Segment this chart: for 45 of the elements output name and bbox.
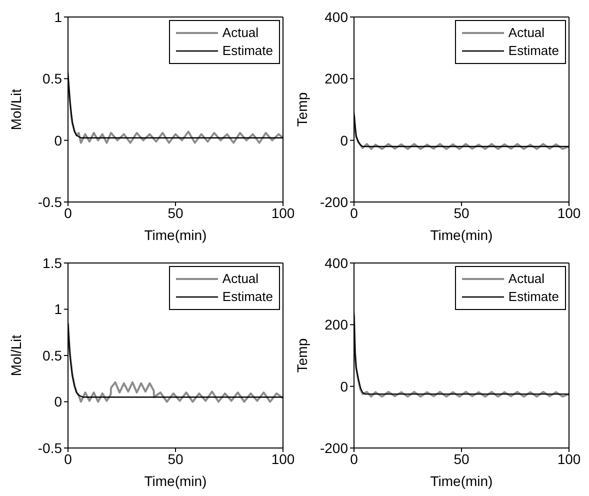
x-tick-label: 50	[454, 204, 470, 221]
x-tick-label: 50	[454, 450, 470, 467]
x-axis-title: Time(min)	[144, 473, 207, 489]
x-tick-label: 100	[557, 450, 581, 467]
y-tick-label: 400	[324, 254, 348, 271]
x-tick-label: 0	[350, 204, 358, 221]
y-tick-label: 400	[324, 8, 348, 25]
y-tick-label: 200	[324, 70, 348, 87]
y-tick-label: -0.5	[38, 194, 62, 210]
y-tick-label: 0.5	[42, 347, 62, 364]
x-axis-title: Time(min)	[430, 473, 493, 489]
y-tick-label: -0.5	[38, 440, 62, 456]
x-tick-label: 50	[168, 204, 184, 221]
x-tick-label: 100	[271, 204, 295, 221]
x-tick-label: 100	[557, 204, 581, 221]
legend-label: Actual	[222, 270, 259, 288]
y-tick-label: 1.5	[42, 254, 62, 271]
x-axis-title: Time(min)	[144, 227, 207, 243]
y-axis-title: Mol/Lit	[8, 334, 24, 376]
y-tick-label: 0	[340, 378, 348, 394]
y-tick-label: 0	[54, 394, 62, 410]
x-tick-label: 50	[168, 450, 184, 467]
legend-label: Estimate	[508, 42, 559, 60]
legend-label: Actual	[508, 24, 545, 42]
legend-label: Estimate	[222, 288, 273, 306]
y-tick-label: 1	[54, 301, 62, 318]
x-axis-title: Time(min)	[430, 227, 493, 243]
y-tick-label: 1	[54, 8, 62, 25]
legend-label: Estimate	[222, 42, 273, 60]
y-tick-label: 0.5	[42, 70, 62, 87]
y-axis-title: Mol/Lit	[8, 88, 24, 130]
x-tick-label: 0	[64, 204, 72, 221]
y-axis-title: Temp	[294, 338, 310, 373]
legend-label: Actual	[508, 270, 545, 288]
y-axis-title: Temp	[294, 92, 310, 127]
y-tick-label: -200	[320, 194, 348, 210]
x-tick-label: 100	[271, 450, 295, 467]
legend-label: Actual	[222, 24, 259, 42]
y-tick-label: 0	[340, 132, 348, 148]
legend-label: Estimate	[508, 288, 559, 306]
y-tick-label: -200	[320, 440, 348, 456]
x-tick-label: 0	[350, 450, 358, 467]
x-tick-label: 0	[64, 450, 72, 467]
y-tick-label: 200	[324, 316, 348, 333]
y-tick-label: 0	[54, 132, 62, 148]
